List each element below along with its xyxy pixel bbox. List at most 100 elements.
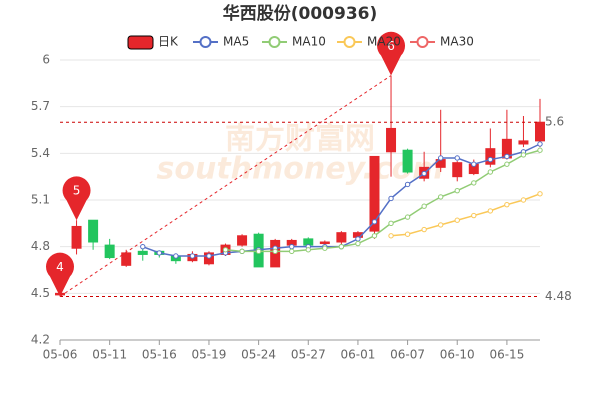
mark-point: 6 (377, 31, 406, 76)
ma-point (371, 233, 378, 239)
ma-point (471, 180, 477, 186)
ma-point (404, 214, 411, 220)
candle-body (104, 244, 115, 259)
candle-body (336, 232, 347, 243)
ma-point (454, 187, 460, 194)
ma-point (156, 250, 163, 256)
x-tick-label: 05-16 (142, 348, 177, 362)
ma-point (487, 208, 494, 214)
ma-point (504, 161, 510, 167)
legend-label: MA30 (440, 35, 474, 49)
ma-point (289, 248, 295, 255)
trend-line (59, 75, 392, 297)
legend-label: MA10 (292, 35, 326, 49)
ma-point (504, 201, 510, 208)
ma-point (206, 253, 212, 259)
x-tick-label: 05-24 (241, 348, 276, 362)
ma-point (487, 169, 494, 175)
ma-line (390, 193, 541, 237)
legend-label: MA20 (367, 35, 401, 49)
mark-pin (46, 252, 74, 297)
ma-point (140, 243, 146, 250)
ma-point (504, 153, 510, 160)
legend-label: 日K (158, 35, 179, 49)
mark-point: 4 (46, 252, 74, 297)
ma-point (388, 233, 394, 239)
legend-swatch (127, 35, 154, 50)
ma-point (239, 248, 245, 255)
candle-body (71, 225, 82, 249)
candle-body (485, 148, 496, 165)
ma-point (355, 236, 361, 242)
ma-point (421, 203, 427, 209)
ma-point (487, 156, 494, 163)
y-tick-label: 5.4 (31, 146, 50, 160)
x-tick-label: 05-06 (43, 348, 78, 362)
candle-body (535, 121, 545, 142)
ma-point (421, 170, 427, 177)
ma-point (388, 220, 394, 227)
mark-pin (377, 31, 406, 76)
ma-point (173, 253, 179, 259)
ma-point (355, 240, 361, 247)
y-tick-label: 4.2 (31, 333, 50, 347)
mark-line-label: 5.6 (545, 115, 564, 129)
candle-body (518, 140, 529, 145)
x-tick-label: 06-07 (390, 348, 425, 362)
candle-body (137, 250, 148, 255)
ma-point (537, 147, 543, 153)
x-tick-label: 05-11 (92, 348, 127, 362)
x-tick-label: 06-01 (340, 348, 375, 362)
legend-label: MA5 (223, 35, 249, 49)
ma-point (272, 248, 278, 255)
watermark: 南方财富网 (225, 122, 375, 157)
ma-point (437, 222, 444, 228)
legend-swatch (416, 36, 429, 48)
ma-point (537, 191, 543, 197)
mark-line-label: 4.48 (545, 289, 572, 303)
x-tick-label: 05-27 (291, 348, 326, 362)
y-tick-label: 4.5 (31, 286, 50, 300)
ma-point (289, 243, 295, 250)
ma-point (520, 197, 527, 203)
ma-point (404, 231, 411, 237)
y-tick-label: 4.8 (31, 239, 50, 253)
y-tick-label: 6 (42, 53, 50, 67)
chart-title: 华西股份(000936) (223, 3, 378, 24)
ma-line (225, 149, 541, 253)
candle-body (237, 235, 248, 246)
ma-point (471, 161, 477, 167)
ma-point (437, 155, 444, 161)
candle-body (121, 252, 132, 266)
ma-point (404, 181, 411, 188)
x-tick-label: 06-15 (489, 348, 524, 362)
ma-point (388, 195, 394, 202)
watermark: southmoney.com (157, 152, 444, 187)
y-tick-label: 5.7 (31, 99, 50, 113)
legend-swatch (268, 36, 281, 48)
x-tick-label: 06-10 (440, 348, 475, 362)
ma-point (454, 155, 460, 161)
candle-body (452, 162, 463, 178)
candle-body (319, 241, 330, 245)
candle-body (386, 127, 397, 153)
ma-point (537, 141, 543, 147)
ma-point (471, 212, 477, 219)
legend-swatch (343, 36, 356, 48)
mark-point-label: 5 (73, 184, 81, 198)
y-tick-label: 5.1 (31, 193, 50, 207)
mark-point-label: 4 (56, 260, 64, 274)
ma-point (437, 194, 444, 200)
ma-point (305, 247, 311, 253)
ma-point (189, 253, 196, 259)
legend-swatch (199, 36, 212, 48)
mark-point: 5 (62, 176, 91, 221)
mark-point-label: 6 (387, 39, 395, 53)
mark-pin (62, 176, 91, 221)
ma-point (520, 152, 527, 158)
candle-body (402, 149, 413, 173)
ma-point (454, 217, 460, 223)
x-tick-label: 05-19 (192, 348, 227, 362)
ma-point (338, 243, 345, 250)
